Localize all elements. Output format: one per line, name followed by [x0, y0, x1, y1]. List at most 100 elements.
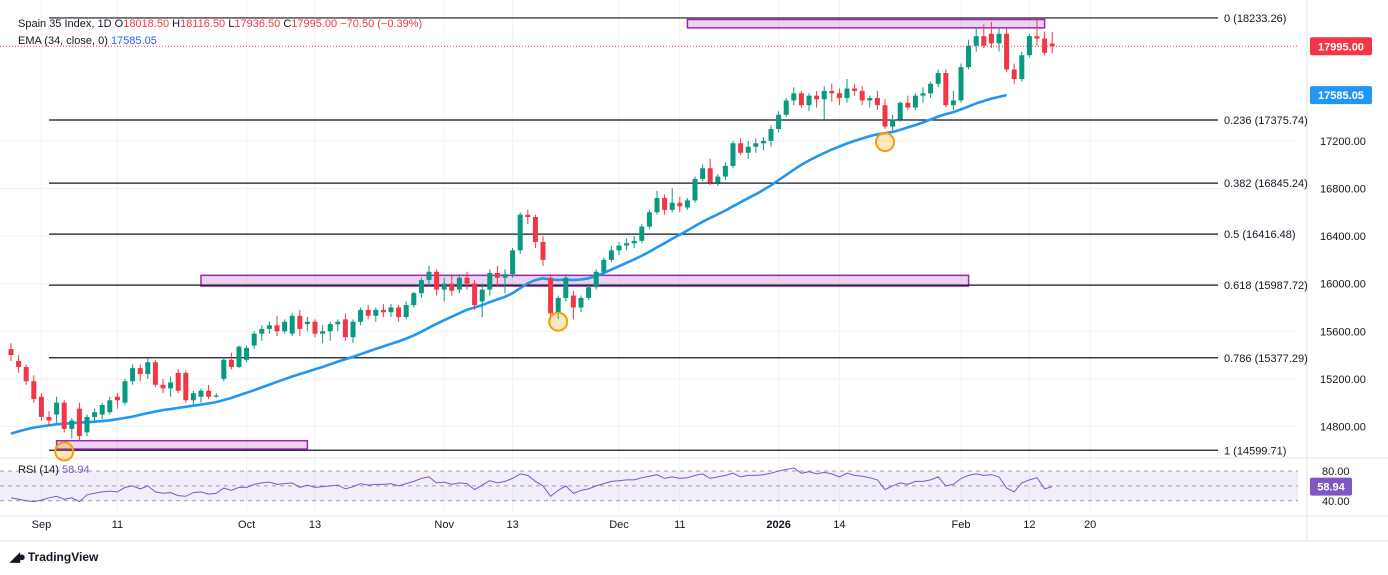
candle-body [358, 309, 364, 322]
candle [966, 39, 972, 70]
candle-body [776, 114, 782, 129]
candle-body [935, 73, 941, 84]
candle-body [92, 412, 98, 417]
candle-body [464, 277, 470, 284]
candle [654, 190, 660, 215]
rsi-label[interactable]: RSI (14) [18, 464, 59, 476]
candle [76, 402, 82, 441]
candle [684, 197, 690, 210]
candle-body [8, 349, 14, 356]
candle [981, 24, 987, 49]
time-tick-label: 13 [309, 519, 321, 531]
candle [593, 269, 599, 290]
tradingview-logo[interactable]: ◢● TradingView [10, 549, 98, 565]
candle [950, 90, 956, 110]
candle-body [973, 36, 979, 46]
candle [608, 245, 614, 263]
candle [890, 114, 896, 132]
candle-body [502, 274, 508, 278]
candle [844, 79, 850, 103]
candle-body [304, 321, 310, 325]
candle [639, 224, 645, 244]
rsi-tick-label: 80.00 [1322, 466, 1350, 478]
candle-body [616, 245, 622, 251]
candle-body [593, 271, 599, 288]
candle-body [745, 146, 751, 153]
candle-body [396, 307, 402, 317]
open-label: O [114, 18, 124, 30]
high-label: H [172, 18, 181, 30]
candle-body [403, 305, 409, 317]
candle [487, 269, 493, 296]
fib-label: 0.236 (17375.74) [1224, 115, 1308, 127]
candle [350, 319, 356, 344]
ema-label[interactable]: EMA (34, close, 0) [18, 35, 108, 47]
candle [1026, 33, 1032, 58]
candle-body [829, 90, 835, 94]
symbol-title[interactable]: Spain 35 Index, 1D [18, 18, 112, 30]
candle [160, 378, 166, 394]
candle [251, 331, 257, 350]
candle-body [479, 289, 485, 302]
candle [1034, 18, 1040, 46]
candle [99, 402, 105, 420]
candle-body [160, 384, 166, 389]
candle [829, 83, 835, 102]
time-tick-label: 2026 [766, 519, 790, 531]
candle [631, 236, 637, 248]
candle-body [335, 321, 341, 325]
candle-body [624, 243, 630, 246]
candle [707, 158, 713, 185]
candle [677, 196, 683, 213]
candle [388, 303, 394, 317]
candle [320, 325, 326, 344]
candle [289, 313, 295, 337]
candle [814, 90, 820, 108]
candle-body [494, 272, 500, 278]
candle-body [312, 321, 318, 334]
candle [31, 375, 37, 403]
candle [434, 269, 440, 296]
candle [16, 355, 22, 373]
candle-body [183, 372, 189, 401]
change-value: −70.50 (−0.39%) [340, 18, 423, 30]
candle-body [228, 359, 234, 367]
candle-body [168, 382, 174, 389]
candle-body [791, 93, 797, 101]
candle [563, 274, 569, 302]
circle-markers [54, 132, 895, 462]
candle [616, 242, 622, 256]
candle-body [221, 359, 227, 379]
time-tick-label: 13 [506, 519, 518, 531]
candlesticks [8, 18, 1055, 441]
candle [8, 343, 14, 362]
candle-body [350, 321, 356, 338]
candle-body [707, 168, 713, 183]
time-tick-label: 12 [1023, 519, 1035, 531]
candle-body [768, 128, 774, 141]
candle-body [114, 396, 120, 401]
candle-body [905, 102, 911, 108]
candle [168, 376, 174, 397]
candle-body [540, 242, 546, 260]
candle-body [950, 100, 956, 106]
rsi-pane[interactable]: 80.00 40.00 58.94 [0, 466, 1352, 508]
price-tick-label: 15600.00 [1320, 326, 1366, 338]
candle-body [988, 33, 994, 44]
candle-body [1042, 38, 1048, 53]
candle-body [783, 100, 789, 115]
candle [114, 393, 120, 409]
price-tick-label: 14800.00 [1320, 421, 1366, 433]
candle [791, 87, 797, 106]
candle [213, 393, 219, 398]
candle-body [654, 197, 660, 213]
rsi-value: 58.94 [62, 464, 90, 476]
candle-body [730, 143, 736, 166]
candle [646, 209, 652, 229]
tradingview-icon: ◢● [10, 549, 26, 564]
candle-body [456, 277, 462, 290]
fibonacci-retracement[interactable]: 0 (18233.26) 0.236 (17375.74) 0.382 (16845… [49, 13, 1308, 457]
candle [244, 345, 250, 363]
price-label-text: 17995.00 [1318, 41, 1364, 53]
